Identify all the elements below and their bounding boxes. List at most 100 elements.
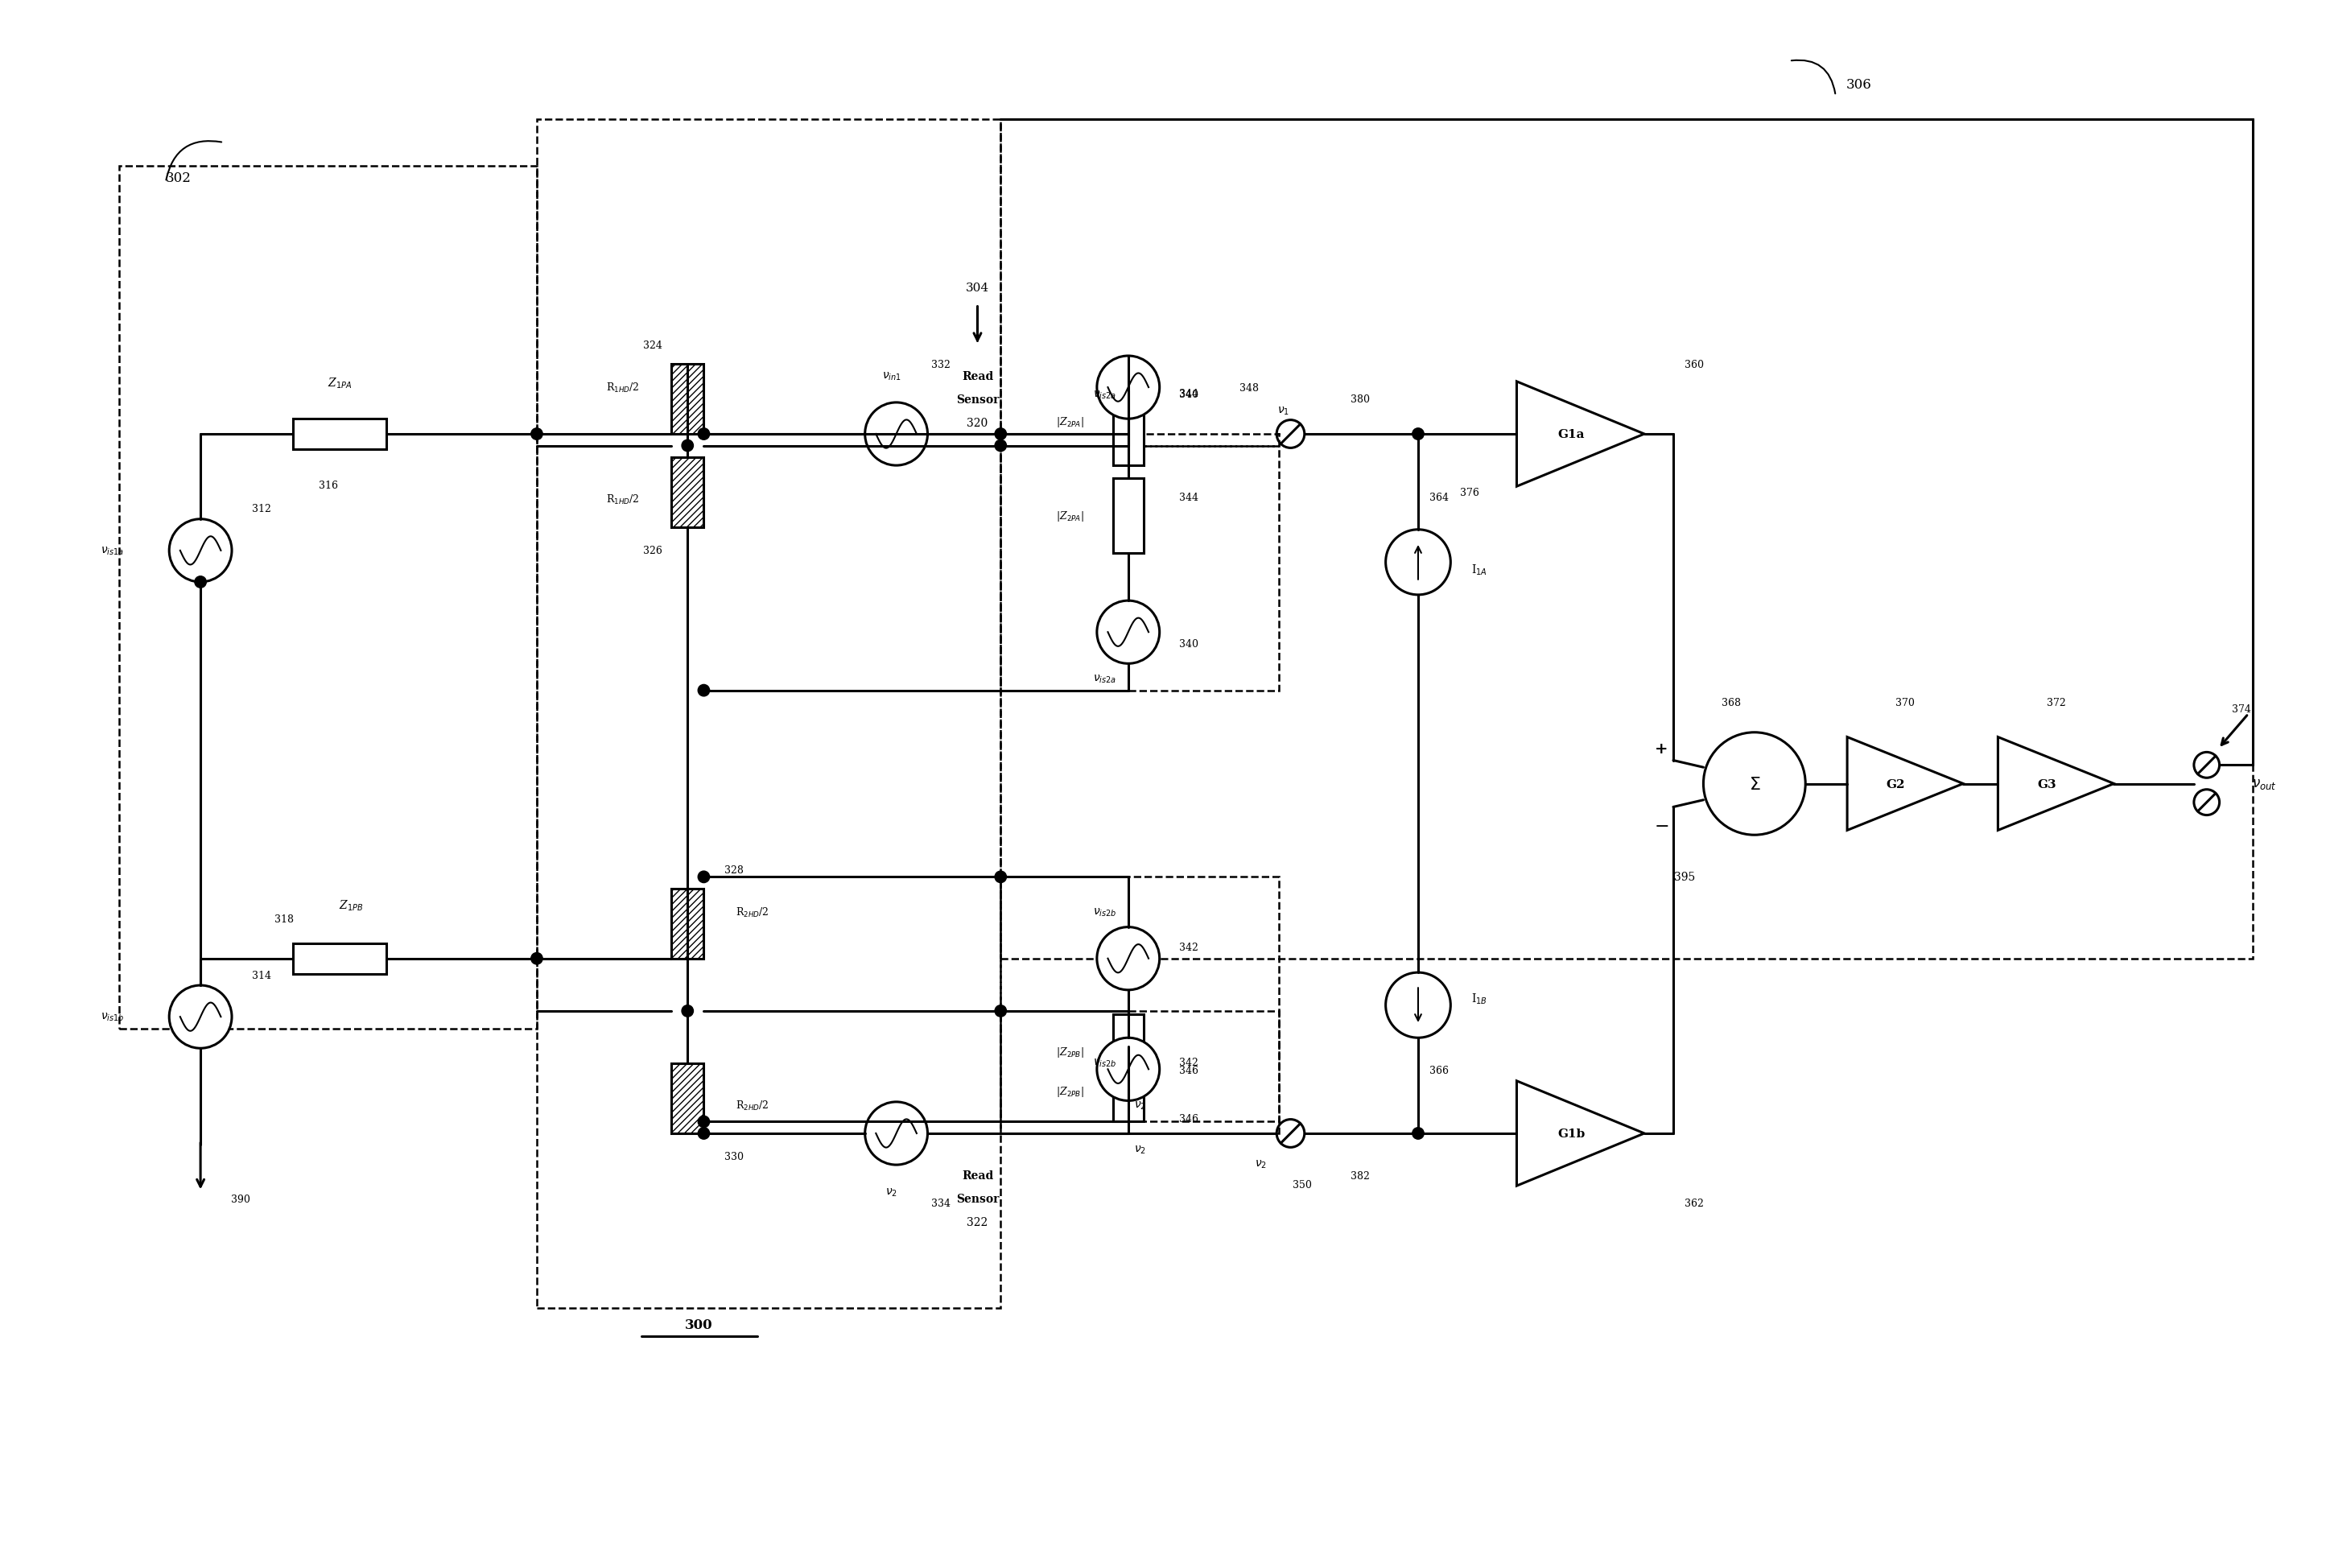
Circle shape <box>682 441 693 452</box>
Bar <box>1114 1014 1144 1090</box>
Text: 340: 340 <box>1179 389 1198 400</box>
Text: I$_{1B}$: I$_{1B}$ <box>1472 991 1489 1005</box>
Text: Sensor: Sensor <box>956 394 998 405</box>
Text: 368: 368 <box>1721 698 1740 707</box>
Text: $\nu_{in1}$: $\nu_{in1}$ <box>882 370 900 383</box>
Circle shape <box>682 1005 693 1018</box>
Bar <box>293 944 386 974</box>
Circle shape <box>1412 428 1424 441</box>
Text: +: + <box>1656 742 1668 756</box>
Text: $\nu_{is2b}$: $\nu_{is2b}$ <box>1093 1057 1116 1068</box>
Text: 382: 382 <box>1351 1170 1370 1181</box>
Polygon shape <box>1517 383 1644 488</box>
Text: 324: 324 <box>644 340 663 351</box>
Text: 314: 314 <box>251 971 270 980</box>
Text: 332: 332 <box>930 359 951 370</box>
Text: R$_{1HD}$/2: R$_{1HD}$/2 <box>605 494 640 506</box>
Text: 328: 328 <box>723 866 744 875</box>
Text: $\nu_{is2b}$: $\nu_{is2b}$ <box>1093 906 1116 917</box>
Text: 346: 346 <box>1179 1113 1198 1124</box>
Text: 322: 322 <box>968 1217 989 1228</box>
Text: Read: Read <box>961 1170 993 1181</box>
Text: 350: 350 <box>1293 1179 1312 1190</box>
Text: 344: 344 <box>1179 389 1198 398</box>
Text: $\nu_{is1b}$: $\nu_{is1b}$ <box>100 1011 123 1022</box>
Text: |Z$_{2PA}$|: |Z$_{2PA}$| <box>1056 416 1084 428</box>
Text: 370: 370 <box>1896 698 1914 707</box>
Circle shape <box>2193 753 2219 778</box>
Circle shape <box>170 519 233 582</box>
Bar <box>1114 392 1144 466</box>
Text: Sensor: Sensor <box>956 1193 998 1204</box>
Text: $\nu_{is2a}$: $\nu_{is2a}$ <box>1093 389 1116 401</box>
Text: I$_{1A}$: I$_{1A}$ <box>1472 563 1486 577</box>
Text: 326: 326 <box>644 546 663 557</box>
Text: $\nu_2$: $\nu_2$ <box>1133 1099 1147 1112</box>
Text: 304: 304 <box>965 282 989 293</box>
Text: 318: 318 <box>274 914 293 925</box>
Circle shape <box>530 428 542 441</box>
Bar <box>1000 434 1279 447</box>
Text: R$_{2HD}$/2: R$_{2HD}$/2 <box>735 1099 770 1112</box>
Circle shape <box>1098 601 1161 663</box>
Circle shape <box>1386 530 1451 596</box>
Text: $\nu_2$: $\nu_2$ <box>886 1185 898 1198</box>
Text: $\nu_1$: $\nu_1$ <box>1277 406 1289 417</box>
Text: |Z$_{2PA}$|: |Z$_{2PA}$| <box>1056 510 1084 522</box>
Text: $\nu_2$: $\nu_2$ <box>1133 1143 1147 1156</box>
Text: R$_{2HD}$/2: R$_{2HD}$/2 <box>735 906 770 919</box>
Text: G3: G3 <box>2038 778 2056 790</box>
Circle shape <box>1098 1038 1161 1101</box>
Circle shape <box>195 577 207 588</box>
Text: G1a: G1a <box>1558 428 1584 441</box>
Bar <box>1114 1047 1144 1121</box>
Text: 366: 366 <box>1430 1065 1449 1076</box>
Circle shape <box>698 685 709 696</box>
Bar <box>293 419 386 450</box>
Circle shape <box>996 872 1007 883</box>
Bar <box>1114 478 1144 554</box>
Circle shape <box>865 1102 928 1165</box>
Text: |Z$_{2PB}$|: |Z$_{2PB}$| <box>1056 1083 1084 1098</box>
Circle shape <box>530 953 542 964</box>
Text: G2: G2 <box>1886 778 1905 790</box>
Bar <box>672 1063 705 1134</box>
Text: 362: 362 <box>1684 1198 1705 1209</box>
Circle shape <box>698 428 709 441</box>
Circle shape <box>1277 420 1305 448</box>
Text: 334: 334 <box>930 1198 951 1209</box>
Text: 360: 360 <box>1684 359 1705 370</box>
Text: $\nu_{out}$: $\nu_{out}$ <box>2252 778 2277 790</box>
Text: 364: 364 <box>1430 492 1449 503</box>
Text: 390: 390 <box>230 1193 249 1204</box>
Text: 340: 340 <box>1179 638 1198 649</box>
Text: 380: 380 <box>1351 394 1370 405</box>
Text: R$_{1HD}$/2: R$_{1HD}$/2 <box>605 381 640 394</box>
Text: −: − <box>1654 817 1670 834</box>
Bar <box>119 166 537 1029</box>
Bar <box>1000 119 2254 958</box>
Text: 312: 312 <box>251 503 270 514</box>
Bar <box>672 889 705 958</box>
Text: 306: 306 <box>1847 78 1872 93</box>
Text: Z$_{1PA}$: Z$_{1PA}$ <box>328 376 351 390</box>
Text: $\nu_2$: $\nu_2$ <box>1254 1159 1265 1170</box>
Circle shape <box>698 872 709 883</box>
Polygon shape <box>1847 737 1963 831</box>
Polygon shape <box>1517 1080 1644 1185</box>
Circle shape <box>698 1127 709 1140</box>
Circle shape <box>1277 1120 1305 1148</box>
Text: 342: 342 <box>1179 1057 1198 1068</box>
Circle shape <box>1703 732 1805 836</box>
Circle shape <box>170 986 233 1049</box>
Text: 330: 330 <box>723 1151 744 1162</box>
Text: 342: 342 <box>1179 942 1198 952</box>
Text: 376: 376 <box>1461 488 1479 499</box>
Polygon shape <box>1998 737 2114 831</box>
Text: $\nu_{is1a}$: $\nu_{is1a}$ <box>100 546 123 557</box>
Bar <box>672 364 705 434</box>
Text: 374: 374 <box>2233 704 2252 715</box>
Circle shape <box>1098 927 1161 991</box>
Text: 344: 344 <box>1179 492 1198 503</box>
Text: Z$_{1PB}$: Z$_{1PB}$ <box>340 898 363 913</box>
